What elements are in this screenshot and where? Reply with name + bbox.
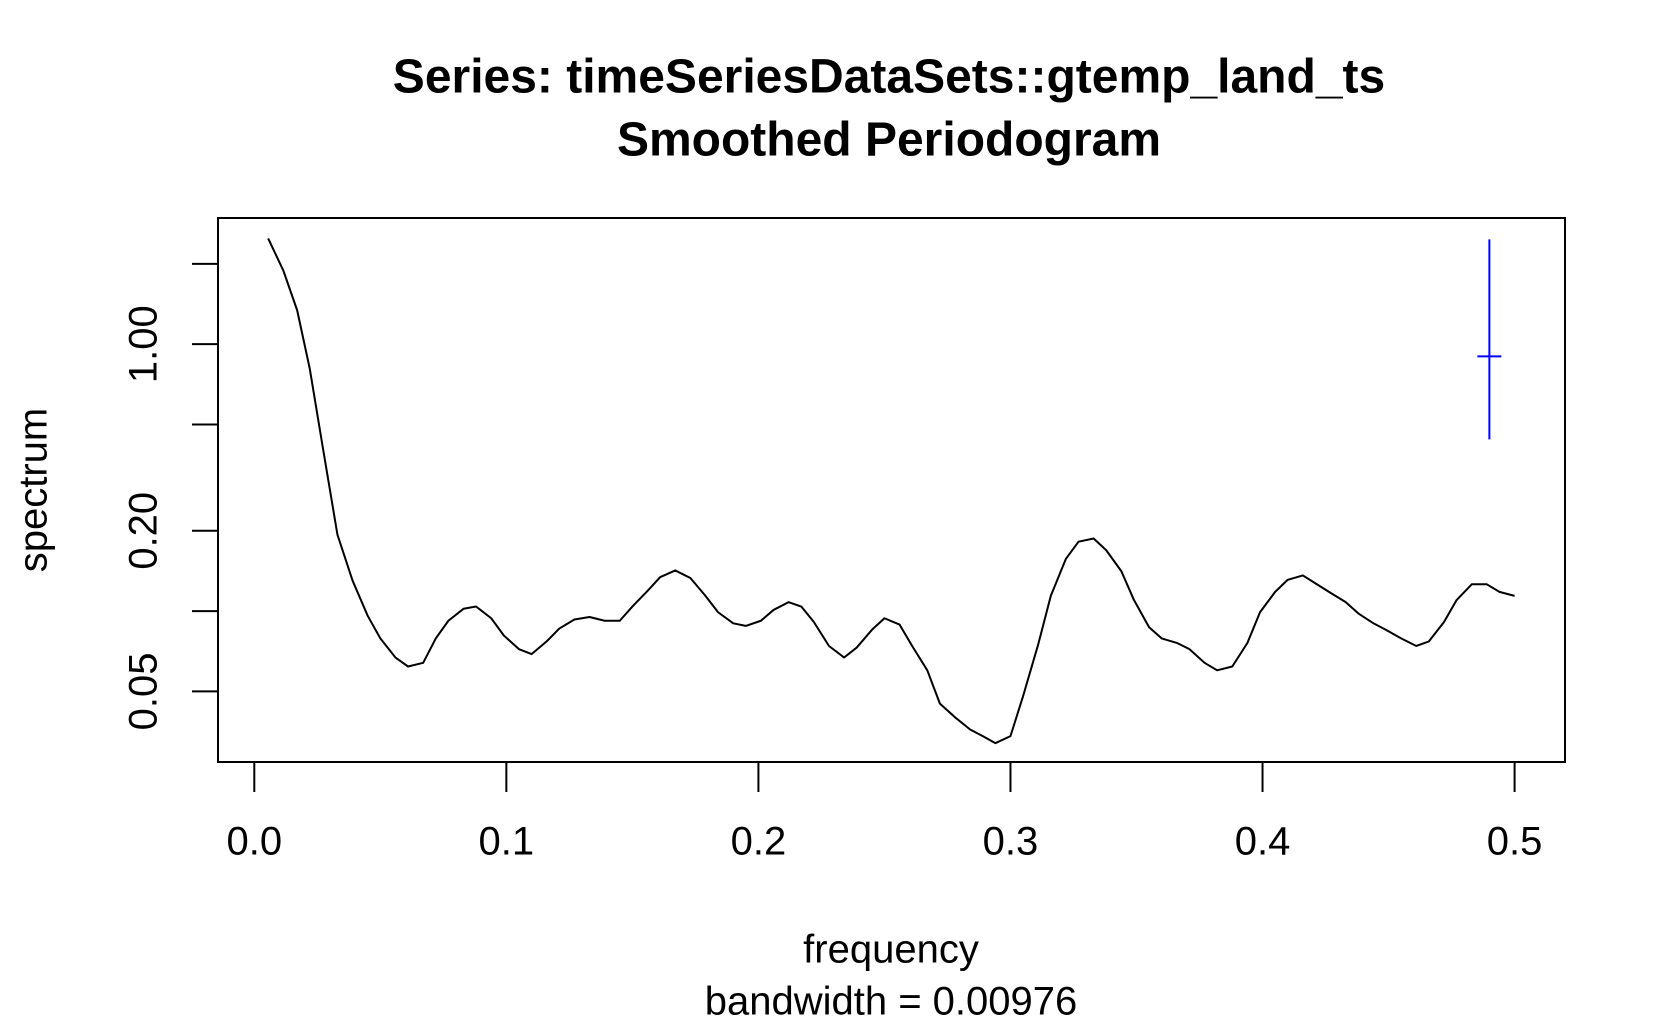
spectrum-line [267,238,1515,745]
chart-title: Series: timeSeriesDataSets::gtemp_land_t… [393,51,1385,104]
x-tick-label: 0.4 [1235,820,1291,864]
x-tick-label: 0.1 [479,820,535,864]
y-tick-label: 1.00 [122,305,166,383]
y-tick-label: 0.20 [122,492,166,570]
x-axis-sublabel: bandwidth = 0.00976 [705,980,1078,1024]
y-tick-label: 0.05 [122,653,166,731]
x-tick-label: 0.5 [1487,820,1543,864]
x-axis-label: frequency [803,928,979,972]
x-tick-label: 0.2 [731,820,787,864]
y-axis-label: spectrum [12,408,56,573]
x-tick-label: 0.3 [983,820,1039,864]
chart-subtitle: Smoothed Periodogram [617,114,1161,167]
x-tick-label: 0.0 [226,820,282,864]
plot-frame [217,217,1566,763]
